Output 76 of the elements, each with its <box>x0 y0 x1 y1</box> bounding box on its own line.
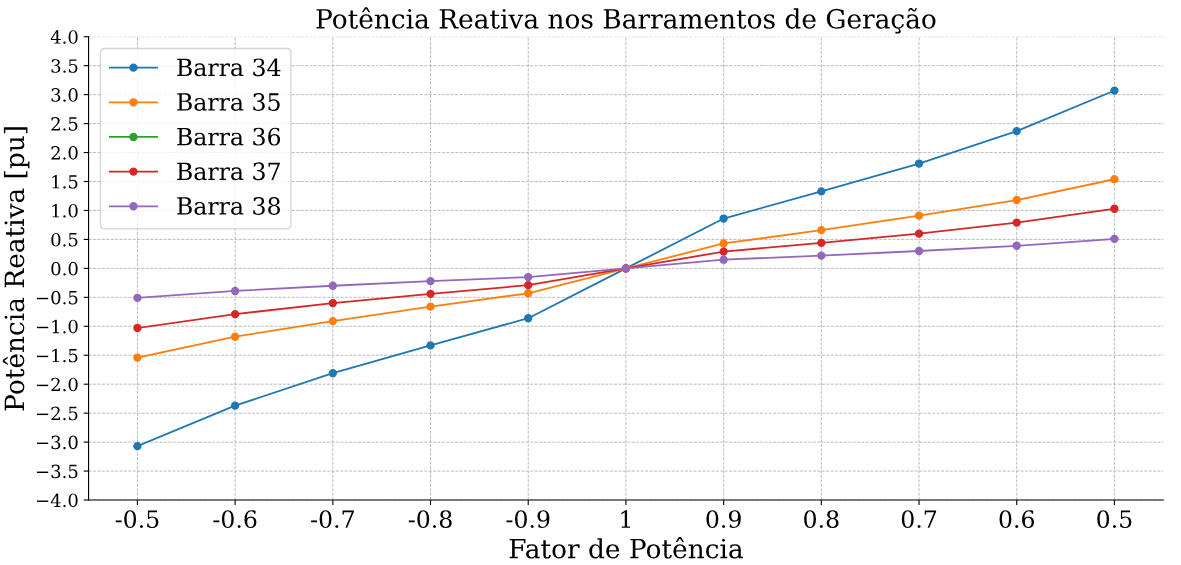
y-tick-label: 1.0 <box>52 203 78 218</box>
x-tick-label: 1 <box>621 510 631 528</box>
point <box>133 353 142 362</box>
point <box>719 247 728 256</box>
point <box>426 276 435 286</box>
y-tick-label: 3.5 <box>51 59 78 73</box>
point <box>1012 195 1021 205</box>
y-tick-label: 1.5 <box>52 174 78 189</box>
x-tick-label: 0.8 <box>804 510 839 529</box>
point <box>328 316 337 326</box>
point <box>1110 175 1119 184</box>
y-tick-label: −2.5 <box>36 406 78 421</box>
y-tick-label: 0.0 <box>51 261 78 276</box>
point <box>133 293 142 303</box>
legend-label: Barra 34 <box>177 58 281 77</box>
x-tick-label: 0.5 <box>1097 510 1132 529</box>
x-tick-label: -0.8 <box>408 510 452 529</box>
point <box>230 401 240 410</box>
x-tick-label: 0.6 <box>999 510 1035 529</box>
legend-label: Barra 35 <box>177 93 280 111</box>
point <box>914 159 924 168</box>
point <box>328 281 337 290</box>
legend-label: Barra 36 <box>177 127 281 146</box>
point <box>524 272 533 282</box>
point <box>524 314 533 323</box>
y-tick-label: −3.5 <box>36 464 78 479</box>
point <box>719 239 728 248</box>
point <box>914 211 924 220</box>
x-tick-label: -0.6 <box>213 510 257 529</box>
point <box>1110 86 1119 95</box>
y-tick-label: 0.5 <box>51 232 78 247</box>
point <box>1110 204 1119 213</box>
legend-label: Barra 38 <box>177 197 280 215</box>
point <box>719 214 728 223</box>
y-tick-label: 3.0 <box>51 88 78 102</box>
point <box>426 302 435 311</box>
point <box>817 225 826 235</box>
point <box>817 187 826 196</box>
point <box>328 298 337 308</box>
legend-label: Barra 37 <box>177 162 280 181</box>
x-tick-label: -0.7 <box>311 510 354 529</box>
point <box>817 251 826 260</box>
point <box>328 369 337 378</box>
x-tick-label: 0.7 <box>901 510 937 529</box>
y-tick-label: 4.0 <box>50 30 78 44</box>
y-tick-label: −3.0 <box>36 435 78 450</box>
y-tick-label: 2.0 <box>51 146 78 160</box>
y-tick-label: −1.0 <box>36 319 78 334</box>
y-tick-label: −1.5 <box>36 348 78 363</box>
y-tick-label: 2.5 <box>51 117 78 131</box>
y-tick-label: −0.5 <box>36 290 78 305</box>
point <box>914 246 924 256</box>
point <box>133 323 142 333</box>
point <box>719 255 728 264</box>
x-tick-label: -0.5 <box>115 510 159 529</box>
y-axis-title: Potência Reativa [pu] <box>2 127 30 411</box>
y-tick-label: −2.0 <box>36 377 78 392</box>
point <box>133 441 142 451</box>
point <box>1012 241 1021 250</box>
point <box>230 309 240 319</box>
x-axis-title: Fator de Potência <box>509 537 743 559</box>
point <box>230 286 240 296</box>
x-tick-label: 0.9 <box>706 510 741 529</box>
point <box>1110 234 1119 244</box>
point <box>230 332 240 341</box>
y-tick-label: −4.0 <box>36 493 78 508</box>
chart-title: Potência Reativa nos Barramentos de Geração <box>316 7 936 34</box>
point <box>524 289 533 298</box>
x-tick-label: -0.9 <box>506 510 550 529</box>
point <box>914 229 924 238</box>
point <box>426 289 435 299</box>
point <box>524 281 533 290</box>
point <box>1012 218 1021 227</box>
point <box>817 238 826 248</box>
point <box>1012 126 1021 136</box>
point <box>426 341 435 350</box>
